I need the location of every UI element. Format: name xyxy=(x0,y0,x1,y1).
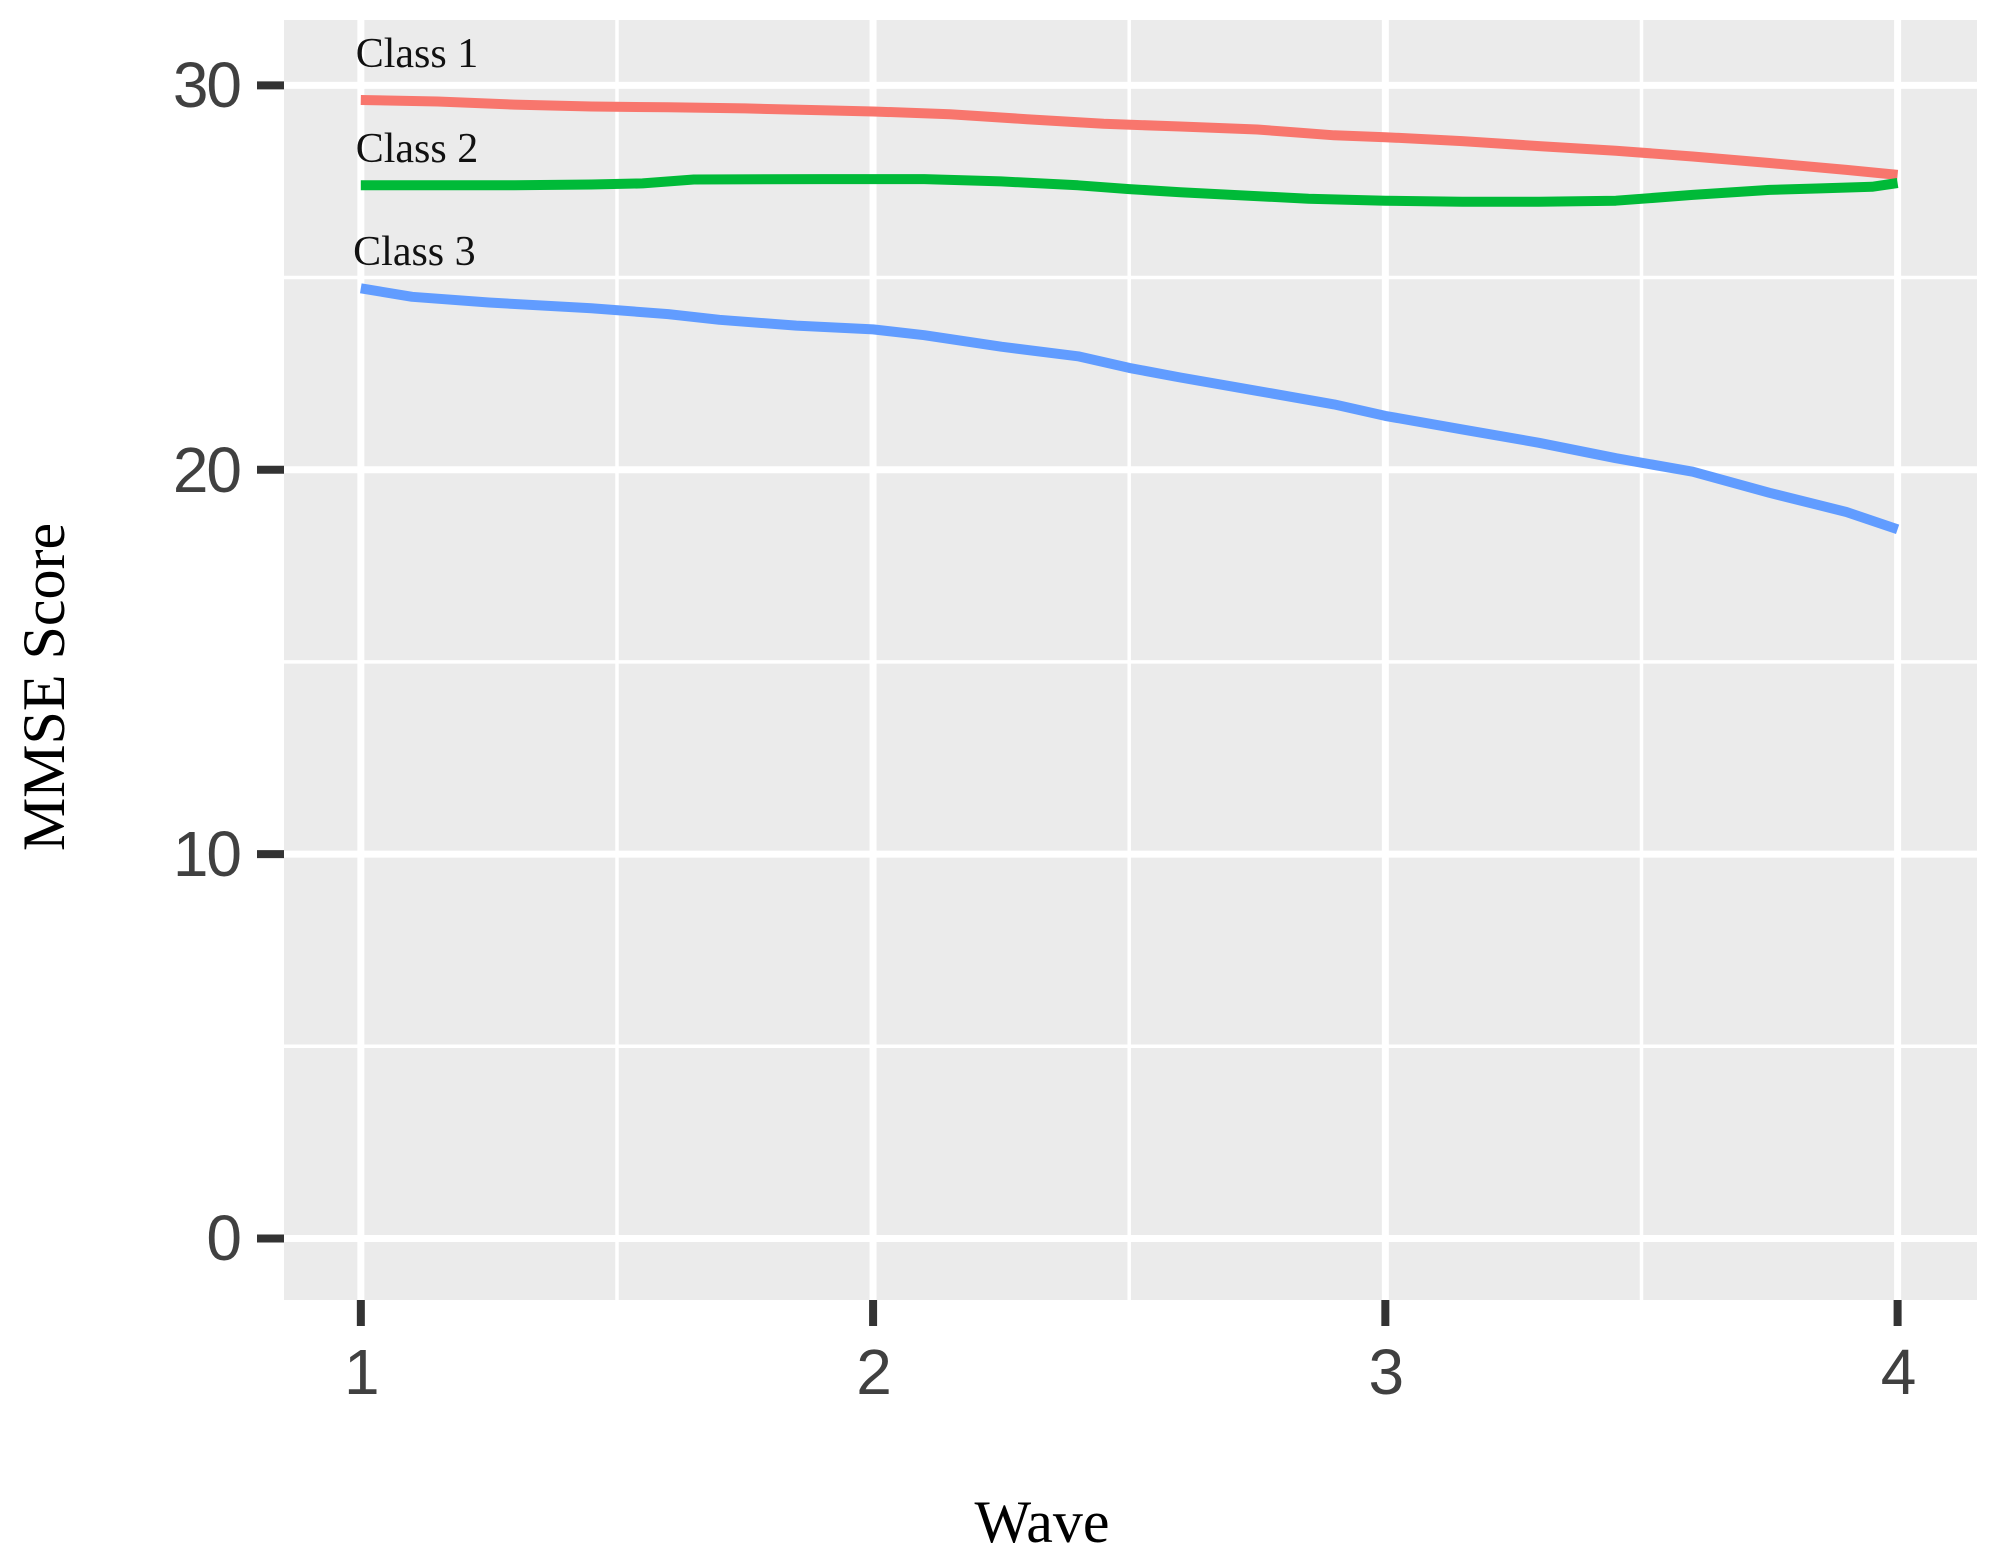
minor-gridlines xyxy=(284,20,1977,1300)
annotation-class-1: Class 1 xyxy=(355,30,479,77)
x-tick-label-1: 1 xyxy=(344,1336,380,1408)
y-tick-label-20: 20 xyxy=(172,433,242,506)
x-axis-title: Wave xyxy=(974,1489,1110,1555)
annotation-class-2: Class 2 xyxy=(355,125,479,172)
y-axis-title: MMSE Score xyxy=(11,522,77,852)
series-line-class-1 xyxy=(360,95,1899,180)
y-tick-label-30: 30 xyxy=(172,49,242,122)
y-tick-label-10: 10 xyxy=(172,818,242,891)
x-tick-label-4: 4 xyxy=(1880,1336,1917,1408)
y-tick-label-0: 0 xyxy=(206,1202,242,1275)
series-lines xyxy=(359,95,1900,535)
series-line-class-3 xyxy=(359,283,1900,535)
x-tick-label-2: 2 xyxy=(856,1336,892,1408)
axis-tick-marks xyxy=(257,81,1902,1326)
series-line-class-2 xyxy=(360,174,1899,207)
annotation-class-3: Class 3 xyxy=(353,228,476,275)
x-tick-label-3: 3 xyxy=(1368,1336,1405,1408)
major-gridlines xyxy=(284,20,1977,1300)
